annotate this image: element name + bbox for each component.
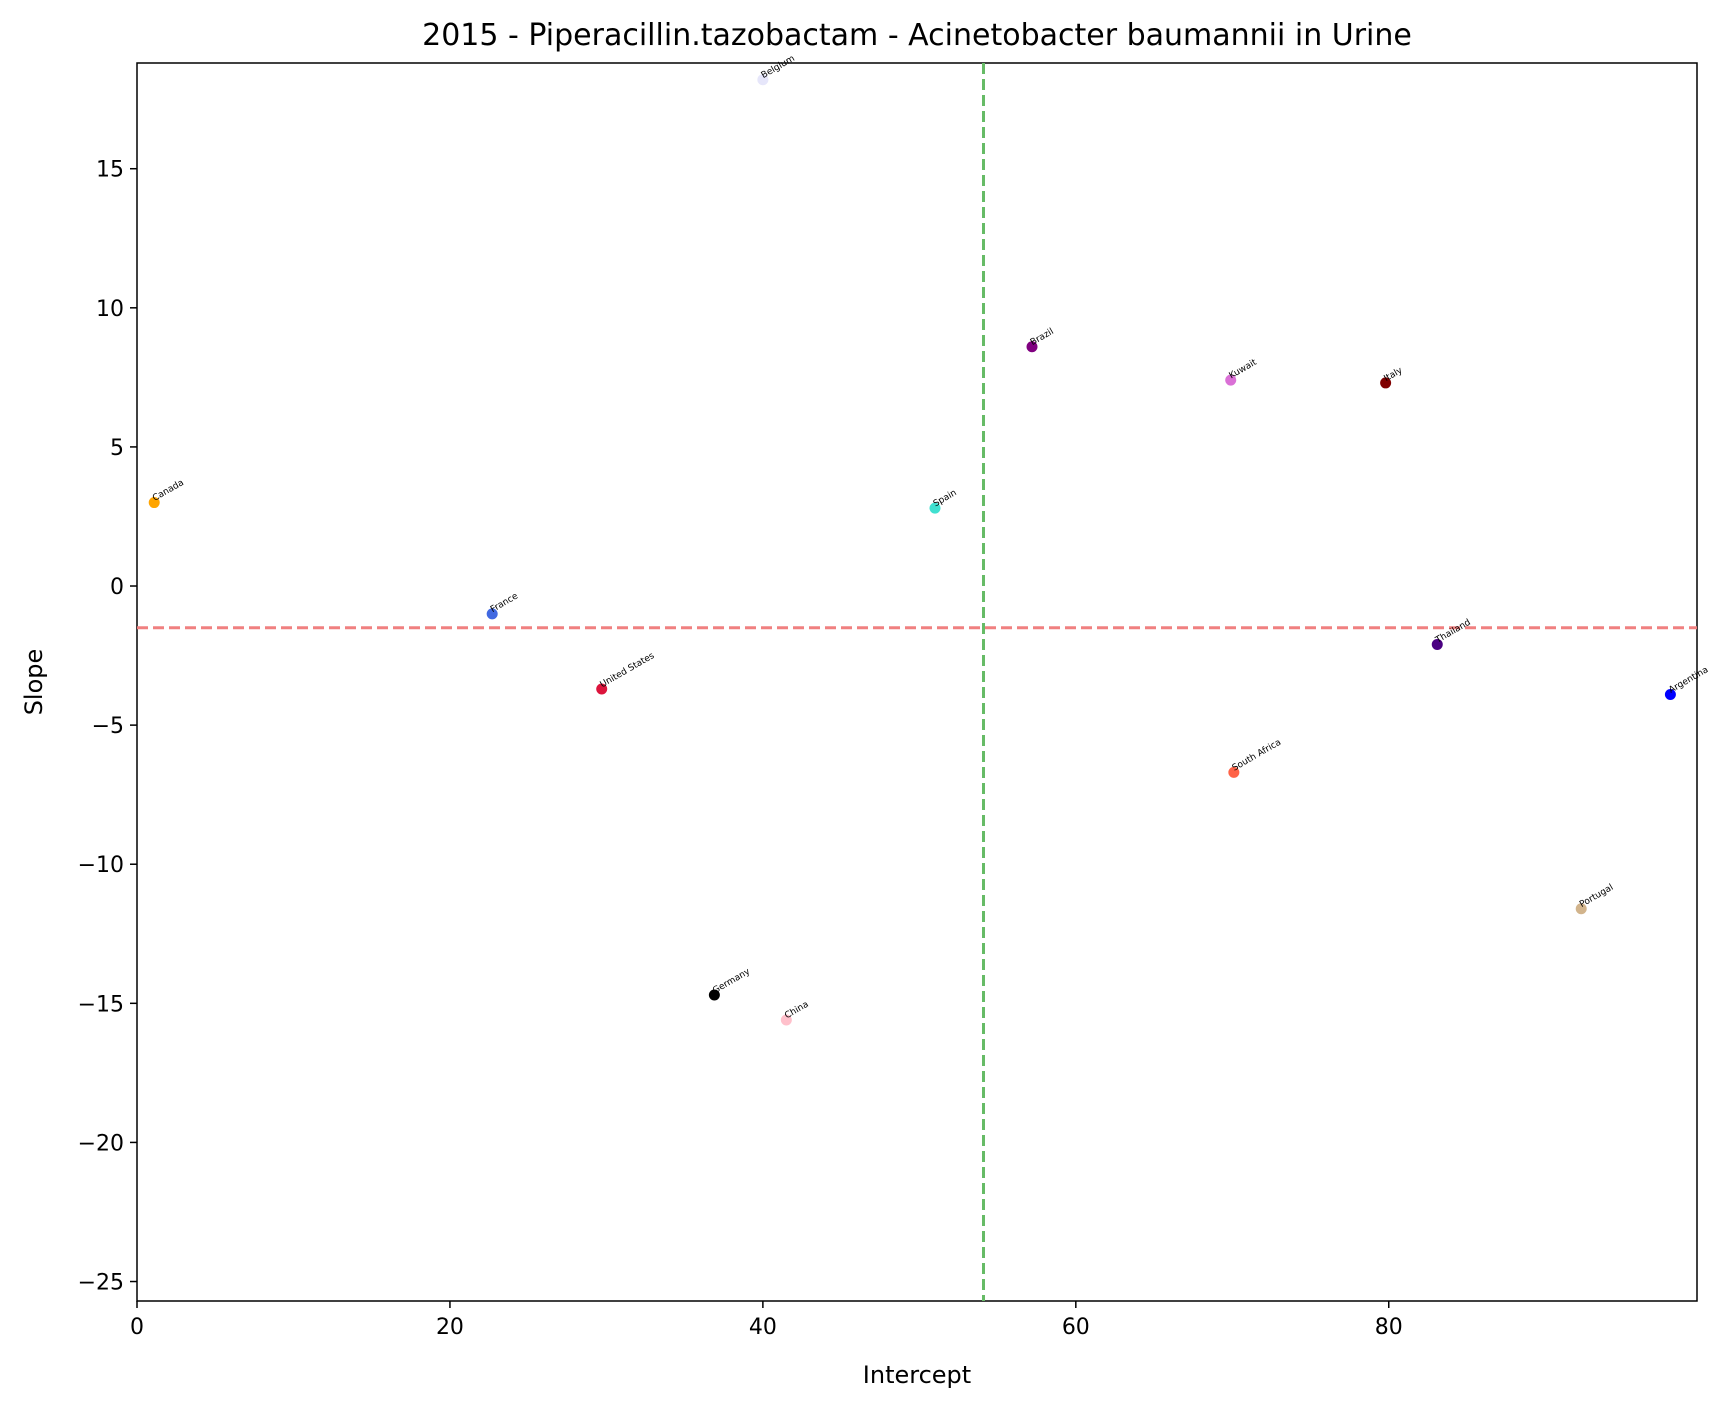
- y-axis-label: Slope: [20, 649, 48, 716]
- y-tick-label: −15: [78, 992, 124, 1017]
- data-point-label: Italy: [1382, 365, 1404, 384]
- data-point: [1026, 341, 1038, 353]
- x-axis-ticks: 0 20 40 60 80: [130, 1301, 1403, 1340]
- data-point: [1380, 377, 1392, 389]
- x-tick-label: 0: [130, 1315, 144, 1340]
- data-point: [1575, 903, 1587, 915]
- y-tick-label: −20: [78, 1131, 124, 1156]
- data-point-label: Germany: [711, 967, 752, 997]
- y-tick-label: −25: [78, 1271, 124, 1296]
- y-axis-ticks: −25 −20 −15 −10 −5 0 5 10 15: [78, 158, 137, 1296]
- data-point-label: France: [489, 591, 520, 615]
- data-point: [1228, 766, 1240, 778]
- data-point: [757, 74, 769, 86]
- data-point-label: United States: [599, 651, 657, 690]
- data-point: [708, 989, 720, 1001]
- x-tick-label: 60: [1062, 1315, 1090, 1340]
- data-point-label: China: [783, 1000, 810, 1022]
- y-tick-label: 0: [110, 575, 124, 600]
- data-point: [486, 608, 498, 620]
- plot-area-frame: [136, 62, 1698, 1302]
- x-tick-label: 80: [1375, 1315, 1403, 1340]
- x-axis-label: Intercept: [863, 1361, 971, 1389]
- data-point-label: Argentina: [1667, 665, 1710, 696]
- data-point: [148, 497, 160, 509]
- x-tick-label: 40: [749, 1315, 777, 1340]
- y-tick-label: −5: [92, 714, 124, 739]
- data-point-label: Brazil: [1029, 327, 1056, 348]
- data-point: [1225, 374, 1237, 386]
- y-tick-label: 10: [96, 297, 124, 322]
- data-point: [929, 502, 941, 514]
- data-point: [1431, 638, 1443, 650]
- data-point-label: Portugal: [1578, 883, 1615, 910]
- y-tick-label: 5: [110, 436, 124, 461]
- chart-title: 2015 - Piperacillin.tazobactam - Acineto…: [422, 18, 1412, 53]
- data-points: Belgium Brazil Kuwait Italy Canada Spain Franc…: [148, 54, 1710, 1026]
- data-point: [1664, 689, 1676, 701]
- y-tick-label: 15: [96, 158, 124, 183]
- y-tick-label: −10: [78, 853, 124, 878]
- data-point-label: Kuwait: [1228, 357, 1259, 381]
- data-point-label: Spain: [932, 488, 959, 509]
- data-point-label: Belgium: [760, 54, 797, 81]
- data-point-label: South Africa: [1231, 738, 1283, 774]
- reference-lines: [137, 63, 1697, 1301]
- x-tick-label: 20: [436, 1315, 464, 1340]
- data-point: [596, 683, 608, 695]
- data-point-label: Canada: [151, 478, 186, 504]
- data-point-label: Thailand: [1433, 618, 1472, 646]
- data-point: [780, 1014, 792, 1026]
